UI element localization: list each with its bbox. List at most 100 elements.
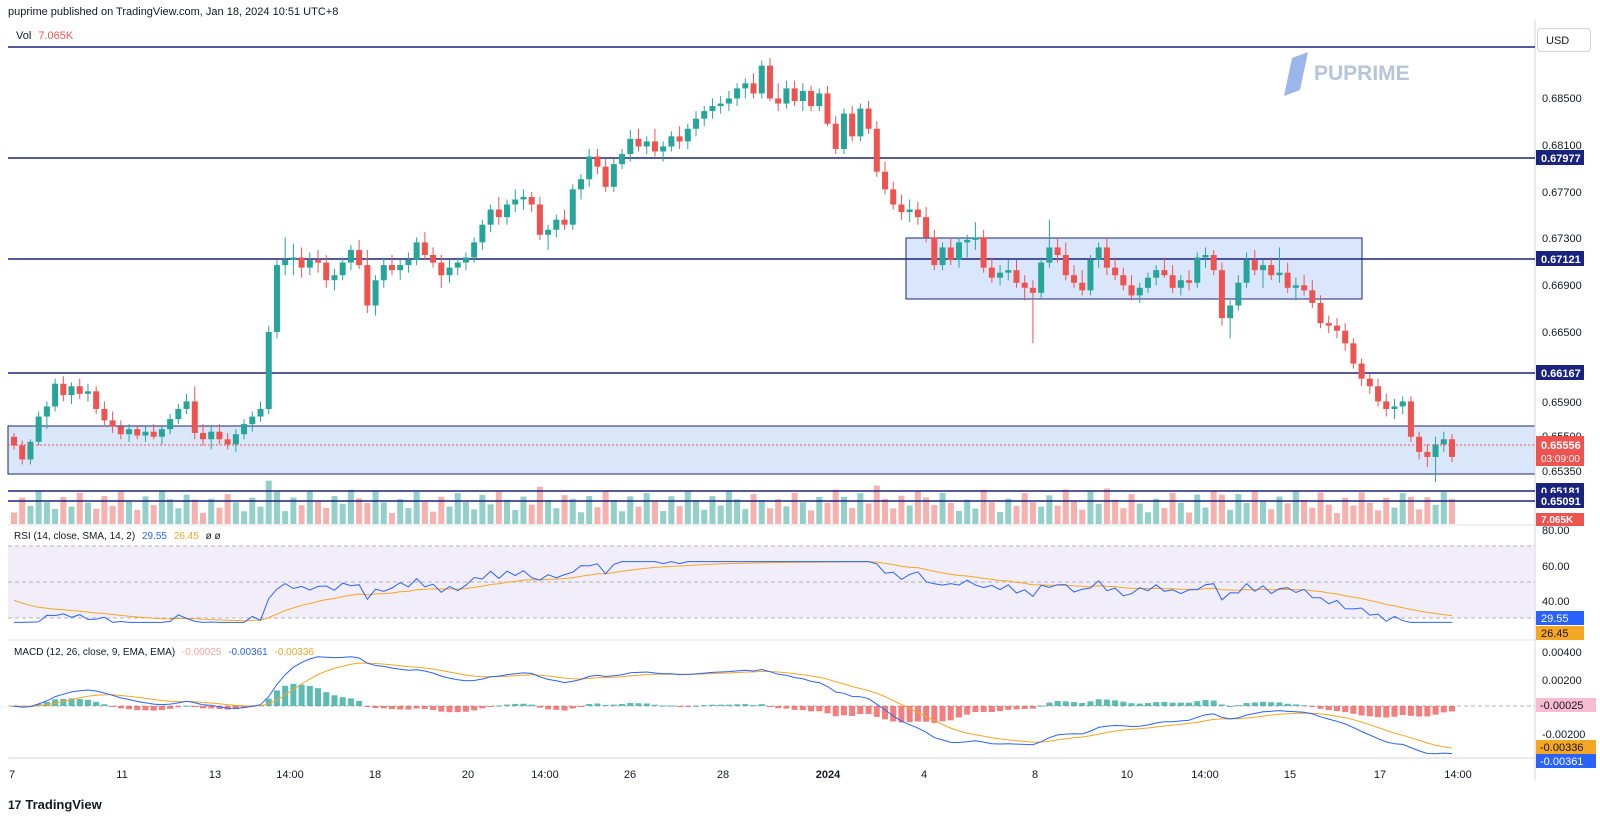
candle-body <box>684 128 691 142</box>
volume-bar <box>857 493 864 524</box>
candle-body <box>495 209 502 218</box>
volume-bar <box>569 498 576 524</box>
volume-bar <box>347 489 354 524</box>
price-tick-label: 0.66900 <box>1542 280 1582 292</box>
candle-body <box>1243 260 1250 283</box>
volume-bar <box>594 507 601 524</box>
level-price-tag-label: 0.66167 <box>1541 368 1581 380</box>
candle-body <box>577 179 584 190</box>
macd-value-tag <box>1536 754 1596 768</box>
volume-bar <box>199 512 206 524</box>
volume-bar <box>1366 502 1373 524</box>
macd-histogram-bar <box>265 698 272 706</box>
macd-histogram-bar <box>101 704 108 706</box>
candle-body <box>939 247 946 266</box>
macd-histogram-bar <box>347 698 354 706</box>
candle-body <box>438 262 445 276</box>
footer-brand[interactable]: TradingView <box>25 797 102 812</box>
macd-histogram-bar <box>536 706 543 708</box>
macd-histogram-bar <box>1399 706 1406 716</box>
macd-histogram-bar <box>1416 706 1423 717</box>
macd-histogram-bar <box>405 706 412 710</box>
candle-body <box>52 383 59 407</box>
candle-body <box>758 65 765 94</box>
volume-bar <box>1071 500 1078 524</box>
macd-histogram-bar <box>561 706 568 711</box>
time-tick-label: 8 <box>1032 769 1038 781</box>
macd-histogram-bar <box>134 706 141 711</box>
volume-bar <box>232 502 239 524</box>
volume-bar <box>1251 491 1258 524</box>
candle-body <box>372 280 379 306</box>
time-tick-label: 4 <box>921 769 927 781</box>
price-tick-label: 0.66500 <box>1542 327 1582 339</box>
macd-histogram-bar <box>388 706 395 710</box>
candle-body <box>1054 247 1061 255</box>
macd-histogram-bar <box>914 706 921 722</box>
volume-bar <box>750 494 757 524</box>
volume-bar <box>19 497 26 524</box>
volume-bar <box>380 502 387 524</box>
candle-body <box>553 219 560 230</box>
volume-bar <box>808 510 815 524</box>
time-tick-label: 7 <box>9 769 15 781</box>
candle-body <box>988 267 995 278</box>
tradingview-logo-icon: 17 <box>8 797 22 812</box>
candle-body <box>430 254 437 263</box>
footer: 17 TradingView <box>8 797 102 812</box>
volume-label: Vol <box>16 30 32 42</box>
candle-body <box>635 138 642 147</box>
volume-bar <box>1243 503 1250 524</box>
macd-histogram-bar <box>446 706 453 713</box>
candle-body <box>1128 285 1135 296</box>
volume-bar <box>1309 507 1316 524</box>
candle-body <box>980 237 987 268</box>
candle-body <box>282 260 289 266</box>
macd-histogram-bar <box>742 704 749 706</box>
volume-bar <box>208 498 215 524</box>
volume-bar <box>101 496 108 524</box>
currency-button[interactable]: USD <box>1537 28 1591 52</box>
macd-histogram-bar <box>931 706 938 723</box>
volume-bar <box>1292 491 1299 524</box>
macd-histogram-bar <box>1103 699 1110 706</box>
candle-body <box>627 138 634 155</box>
countdown-label: 03:09:00 <box>1541 454 1580 465</box>
macd-signal-legend-value: -0.00336 <box>274 647 314 658</box>
rsi-tick-label: 80.00 <box>1542 525 1570 537</box>
macd-histogram-bar <box>1177 702 1184 706</box>
candle-body <box>528 196 535 205</box>
macd-histogram-bar <box>1391 706 1398 717</box>
macd-histogram-bar <box>1169 702 1176 706</box>
candle-body <box>742 83 749 89</box>
macd-histogram-bar <box>1186 702 1193 706</box>
rsi-sma-tag <box>1536 626 1584 640</box>
rsi-tick-label: 40.00 <box>1542 596 1570 608</box>
candle-body <box>175 408 182 420</box>
macd-histogram-bar <box>701 705 708 707</box>
volume-bar <box>1153 498 1160 524</box>
macd-histogram-bar <box>183 705 190 707</box>
volume-bar <box>290 497 297 524</box>
macd-histogram-bar <box>898 706 905 723</box>
macd-histogram-bar <box>627 702 634 706</box>
macd-histogram-bar <box>1202 699 1209 706</box>
candle-body <box>586 156 593 180</box>
macd-histogram-bar <box>783 706 790 709</box>
volume-bar <box>487 504 494 524</box>
macd-histogram-bar <box>495 705 502 707</box>
candle-body <box>1358 363 1365 379</box>
volume-bar <box>635 506 642 524</box>
macd-value-tag <box>1536 698 1596 712</box>
macd-histogram-bar <box>471 706 478 711</box>
macd-histogram-bar <box>947 706 954 721</box>
volume-bar <box>602 491 609 524</box>
candle-body <box>1416 436 1423 452</box>
candle-body <box>1391 406 1398 409</box>
macd-histogram-bar <box>799 706 806 711</box>
candle-body <box>1038 262 1045 293</box>
candle-body <box>873 128 880 172</box>
volume-bar <box>684 490 691 524</box>
volume-bar <box>668 496 675 524</box>
